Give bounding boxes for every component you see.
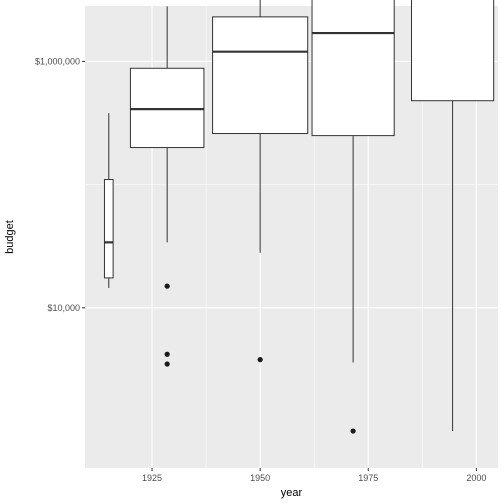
outlier-point [164,361,170,367]
outlier-point [257,357,263,363]
box-group-3 [311,0,395,434]
x-tick-label: 2000 [466,473,486,483]
iqr-box [311,0,395,137]
y-axis: $10,000$1,000,000$100,000,000 [35,56,85,313]
x-tick-label: 1925 [142,473,162,483]
x-axis-title: year [281,487,303,499]
box-group-2 [212,0,309,363]
x-tick-label: 1975 [358,473,378,483]
outlier-point [350,428,356,434]
box-group-1 [129,6,205,367]
x-axis: 1925 1950 1975 2000 [142,468,486,483]
outlier-point [164,283,170,289]
y-axis-title: budget [4,220,16,254]
x-tick-label: 1950 [250,473,270,483]
y-tick-label: $10,000 [47,303,80,313]
box-group-0 [103,113,114,288]
iqr-box [411,0,495,102]
y-tick-label: $1,000,000 [35,56,80,66]
box-group-4 [411,0,495,432]
iqr-box [103,179,114,279]
box-series [103,0,495,434]
iqr-box [129,67,205,149]
outlier-point [164,351,170,357]
iqr-box [212,16,309,135]
